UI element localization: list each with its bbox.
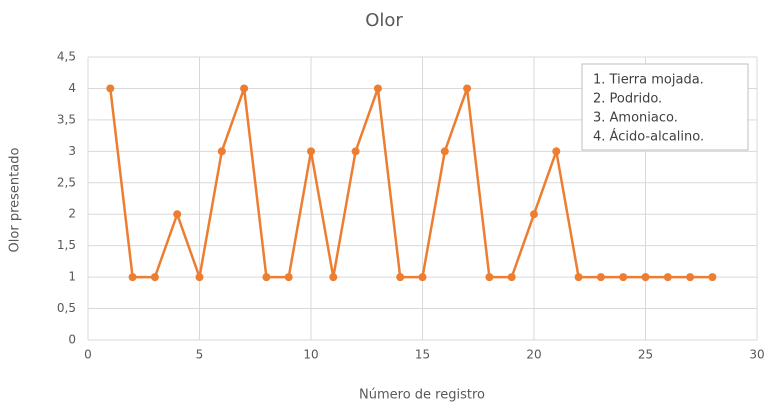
- data-point: [217, 147, 226, 156]
- data-point: [552, 147, 561, 156]
- x-axis-title: Número de registro: [359, 388, 485, 403]
- data-point: [240, 84, 249, 93]
- x-tick-label: 20: [526, 348, 541, 362]
- x-tick-label: 5: [196, 348, 204, 362]
- data-point: [530, 210, 538, 219]
- data-point: [128, 273, 137, 282]
- data-point: [284, 273, 293, 282]
- y-tick-label: 4,5: [57, 50, 76, 64]
- data-point: [663, 273, 672, 282]
- y-tick-label: 2: [68, 207, 76, 221]
- y-tick-label: 0,5: [57, 301, 76, 315]
- y-tick-label: 1: [68, 270, 76, 284]
- data-point: [686, 273, 695, 282]
- chart-title: Olor: [365, 10, 403, 31]
- y-tick-label: 1,5: [57, 238, 76, 252]
- data-point: [507, 273, 516, 282]
- annotation: 3. Amoniaco.: [593, 111, 678, 126]
- y-tick-label: 4: [68, 81, 76, 95]
- y-axis-title: Olor presentado: [8, 148, 23, 253]
- data-point: [641, 273, 650, 282]
- data-point: [396, 273, 405, 282]
- y-tick-label: 0: [68, 333, 76, 347]
- data-point: [195, 273, 204, 282]
- annotation-box: [581, 63, 749, 151]
- data-point: [463, 84, 472, 93]
- data-line: [109, 88, 713, 282]
- annotation: 1. Tierra mojada.: [593, 73, 704, 88]
- x-tick-label: 0: [84, 348, 92, 362]
- data-point: [329, 273, 338, 282]
- data-point: [307, 147, 315, 156]
- y-tick-label: 3: [68, 144, 76, 158]
- data-point: [440, 147, 449, 156]
- x-tick-label: 30: [749, 348, 764, 362]
- data-point: [619, 273, 628, 282]
- data-point: [262, 273, 271, 282]
- data-point: [574, 273, 583, 282]
- annotation: 4. Ácido-alcalino.: [593, 129, 704, 145]
- y-tick-label: 2,5: [57, 175, 76, 189]
- data-point: [351, 147, 360, 156]
- data-point: [596, 273, 605, 282]
- data-point: [150, 273, 159, 282]
- y-tick-label: 3,5: [57, 112, 76, 126]
- x-tick-label: 25: [638, 348, 653, 362]
- x-tick-label: 10: [303, 348, 318, 362]
- data-point: [418, 273, 427, 282]
- x-tick-label: 15: [415, 348, 430, 362]
- annotation: 2. Podrido.: [593, 92, 662, 107]
- data-point: [373, 84, 382, 93]
- data-point: [106, 84, 115, 93]
- data-point: [708, 273, 717, 282]
- data-point: [173, 210, 182, 219]
- data-point: [485, 273, 494, 282]
